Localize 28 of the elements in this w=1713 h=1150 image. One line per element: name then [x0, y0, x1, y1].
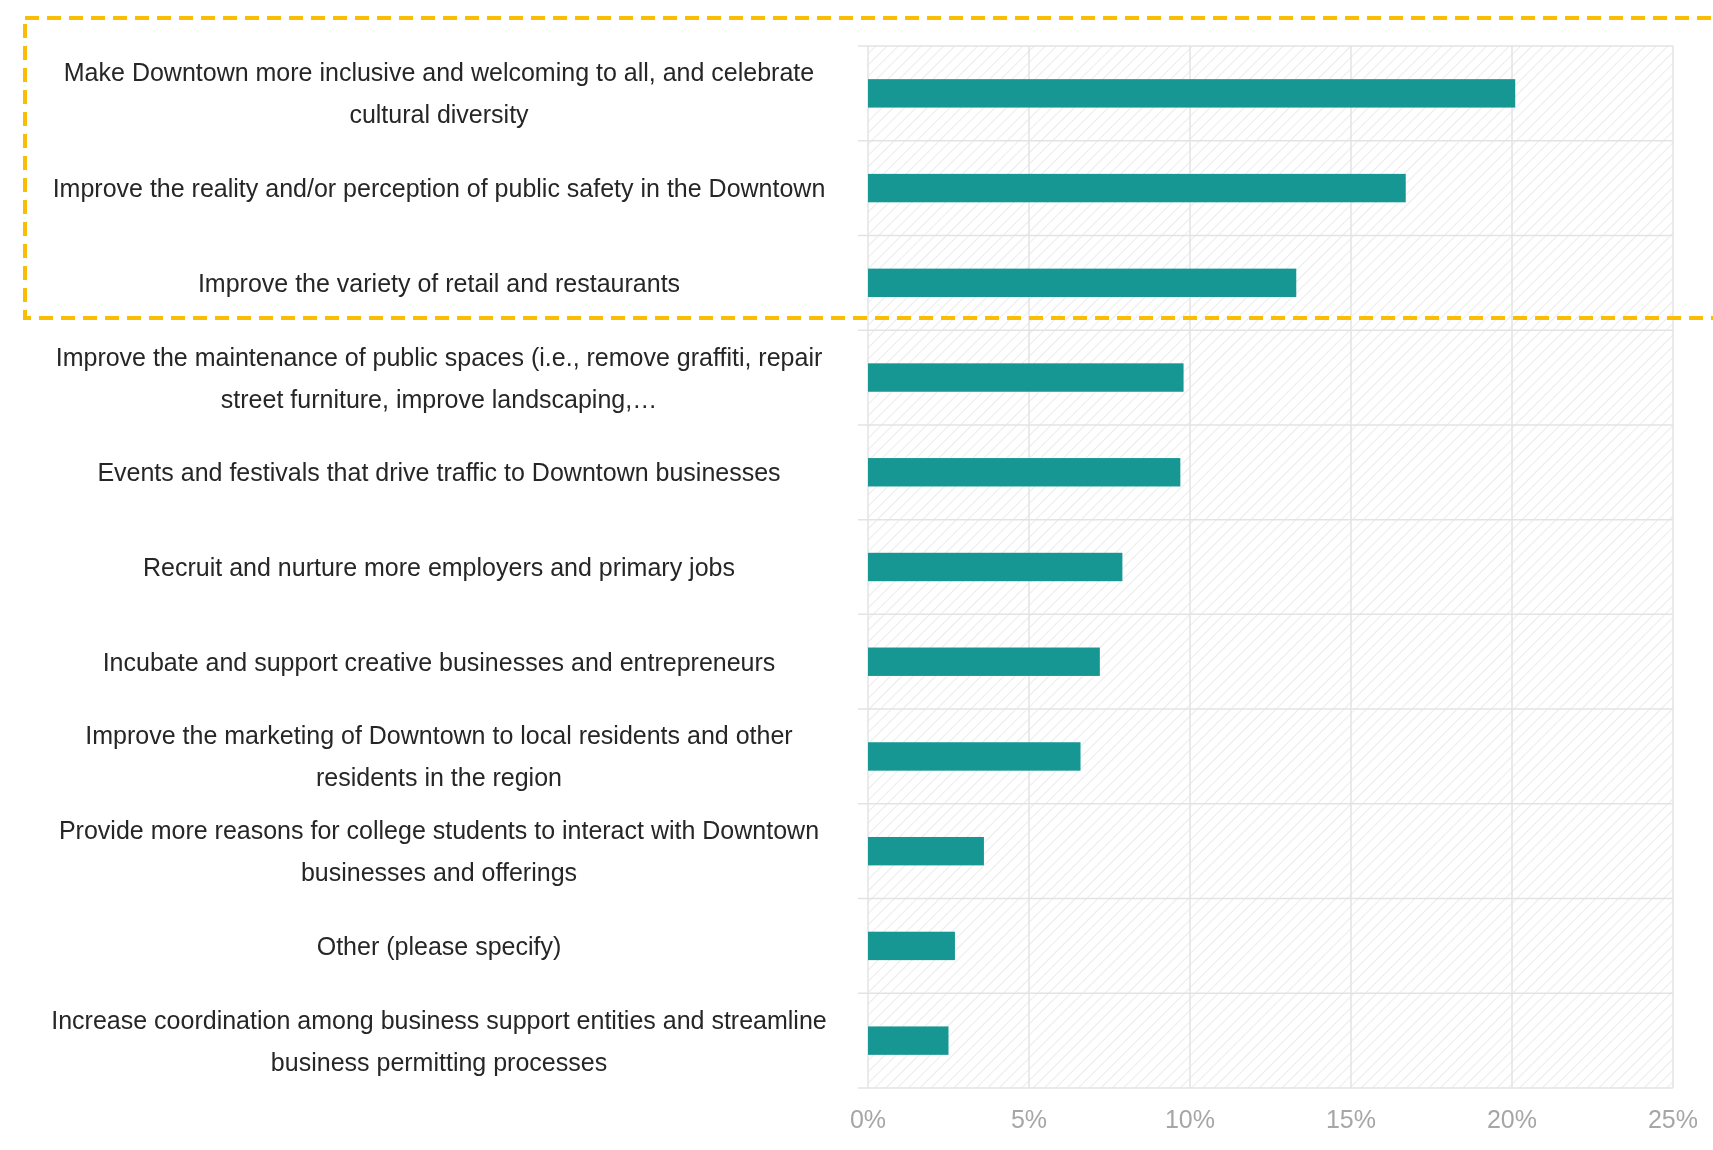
x-tick-label: 15% [1325, 1105, 1377, 1133]
bar [868, 742, 1081, 771]
bar [868, 931, 955, 961]
bar [868, 79, 1516, 108]
bar [868, 1026, 949, 1055]
y-tick-label: Improve the reality and/or perception of public safety in the Downtown [52, 174, 826, 203]
y-tick-label: Increase coordination among business support entities and streamline business permitting processes [51, 1005, 827, 1076]
bar [868, 836, 984, 866]
y-tick-label: Recruit and nurture more employers and primary jobs [143, 553, 735, 581]
bar [868, 647, 1100, 676]
y-tick-label: Other (please specify) [316, 931, 562, 960]
x-tick-label: 5% [1010, 1105, 1048, 1133]
x-tick-label: 0% [849, 1105, 887, 1133]
y-tick-label: Provide more reasons for college students to interact with Downtown businesses and offerings [58, 816, 820, 887]
bar [868, 173, 1406, 203]
bar [868, 458, 1181, 487]
bar [868, 363, 1184, 392]
y-tick-label: Improve the variety of retail and restaurants [197, 268, 681, 297]
x-tick-label: 10% [1164, 1105, 1216, 1133]
y-tick-label: Events and festivals that drive traffic to Downtown businesses [97, 458, 781, 487]
y-tick-label: Incubate and support creative businesses and entrepreneurs [102, 647, 776, 676]
y-tick-label: Improve the maintenance of public spaces (i.e., remove graffiti, repair street furniture, improve landscaping,… [55, 342, 823, 413]
x-tick-label: 25% [1647, 1105, 1699, 1133]
y-tick-label: Make Downtown more inclusive and welcoming to all, and celebrate cultural diversity [63, 58, 815, 129]
bar [868, 268, 1297, 298]
y-tick-label: Improve the marketing of Downtown to local residents and other residents in the region [85, 721, 793, 792]
bar [868, 552, 1123, 582]
x-tick-label: 20% [1486, 1105, 1538, 1133]
